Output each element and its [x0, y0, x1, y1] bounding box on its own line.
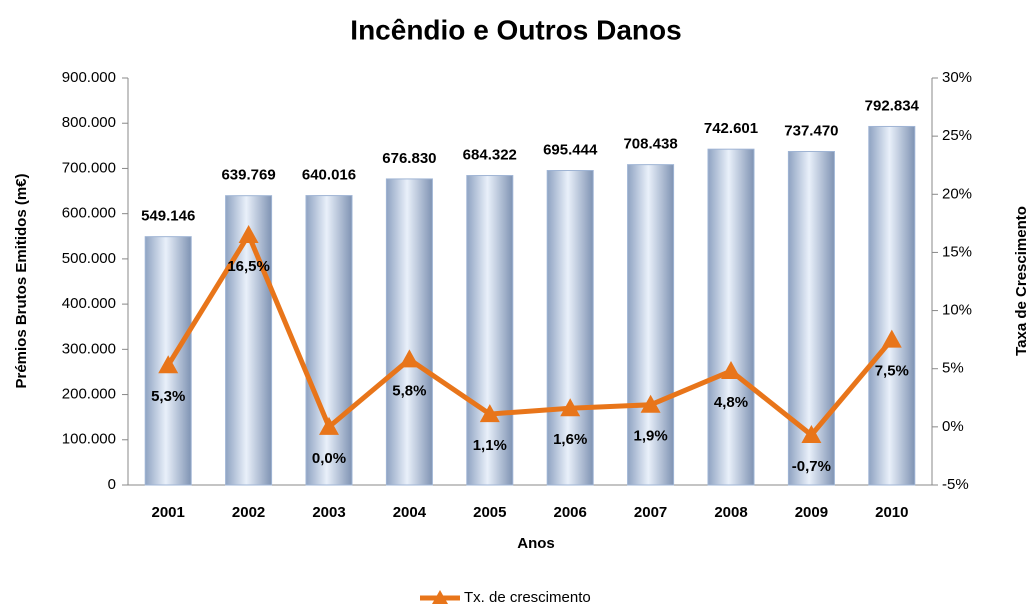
line-marker — [721, 361, 741, 380]
y-tick-label: 600.000 — [62, 205, 116, 222]
x-tick-label: 2002 — [232, 504, 265, 521]
x-tick-label: 2009 — [795, 504, 828, 521]
y-tick-label: 900.000 — [62, 69, 116, 86]
y-tick-label: 200.000 — [62, 386, 116, 403]
y-tick-label: 500.000 — [62, 250, 116, 267]
line-marker — [319, 416, 339, 435]
y2-tick-label: 20% — [942, 185, 972, 202]
y2-tick-label: 30% — [942, 69, 972, 86]
bar — [707, 148, 755, 486]
x-tick-label: 2005 — [473, 504, 506, 521]
bar — [868, 125, 916, 486]
bar — [385, 178, 433, 486]
y-tick-label: 0 — [108, 476, 116, 493]
bar-value-label: 695.444 — [543, 141, 598, 158]
line-marker — [399, 349, 420, 368]
x-axis-label: Anos — [517, 535, 555, 552]
line-value-label: 1,6% — [553, 431, 587, 448]
bar-value-label: 640.016 — [302, 167, 356, 184]
y-axis-label: Prémios Brutos Emitidos (m€) — [13, 173, 30, 388]
y2-tick-label: 5% — [942, 360, 964, 377]
legend-marker — [432, 590, 448, 604]
bar — [627, 164, 675, 486]
line-marker — [640, 394, 661, 413]
line-marker — [158, 355, 179, 374]
y2-tick-label: 0% — [942, 418, 964, 435]
line-value-label: 1,1% — [473, 437, 507, 454]
bar-value-label: 742.601 — [704, 120, 758, 137]
line-marker — [560, 398, 581, 417]
bar-value-label: 684.322 — [463, 147, 517, 164]
y2-tick-label: 10% — [942, 302, 972, 319]
line-value-label: 16,5% — [227, 258, 270, 275]
bar — [466, 175, 514, 486]
x-tick-label: 2010 — [875, 504, 908, 521]
line-value-label: 7,5% — [875, 363, 909, 380]
x-tick-label: 2001 — [152, 504, 185, 521]
line-value-label: 1,9% — [633, 428, 667, 445]
bar-value-label: 639.769 — [221, 167, 275, 184]
line-value-label: 5,8% — [392, 382, 426, 399]
line-value-label: -0,7% — [792, 458, 831, 475]
line-marker — [479, 404, 500, 423]
line-marker — [238, 224, 259, 243]
bar — [225, 195, 273, 486]
y-tick-label: 300.000 — [62, 340, 116, 357]
bar-value-label: 676.830 — [382, 150, 436, 167]
y2-tick-label: 15% — [942, 243, 972, 260]
line-value-label: 5,3% — [151, 388, 185, 405]
x-tick-label: 2004 — [393, 504, 427, 521]
x-tick-label: 2006 — [554, 504, 587, 521]
bar-value-label: 708.438 — [623, 136, 677, 153]
y2-axis-label: Taxa de Crescimento — [1013, 206, 1030, 356]
x-tick-label: 2003 — [312, 504, 345, 521]
x-tick-label: 2007 — [634, 504, 667, 521]
chart-title: Incêndio e Outros Danos — [350, 14, 681, 45]
bar-value-label: 549.146 — [141, 208, 195, 225]
line-value-label: 4,8% — [714, 394, 748, 411]
y2-tick-label: -5% — [942, 476, 969, 493]
line-marker — [881, 329, 902, 348]
y-tick-label: 800.000 — [62, 114, 116, 131]
line-marker — [801, 424, 822, 443]
bar — [305, 195, 353, 486]
bar — [546, 170, 594, 486]
y-tick-label: 400.000 — [62, 295, 116, 312]
line — [166, 232, 894, 438]
y2-tick-label: 25% — [942, 127, 972, 144]
legend-label: Tx. de crescimento — [464, 589, 591, 606]
bar-value-label: 792.834 — [865, 97, 920, 114]
y-tick-label: 700.000 — [62, 159, 116, 176]
line-value-label: 0,0% — [312, 450, 346, 467]
bar-value-label: 737.470 — [784, 122, 838, 139]
x-tick-label: 2008 — [714, 504, 747, 521]
y-tick-label: 100.000 — [62, 431, 116, 448]
